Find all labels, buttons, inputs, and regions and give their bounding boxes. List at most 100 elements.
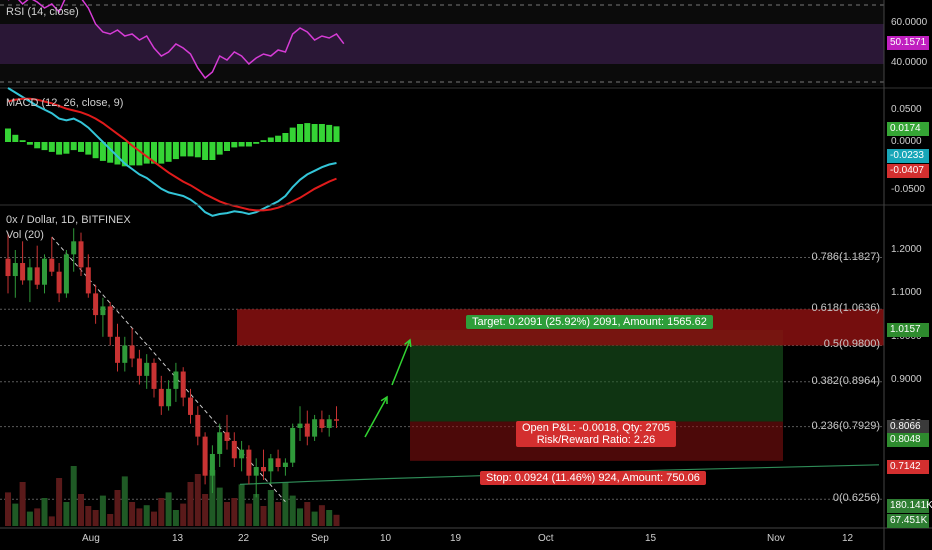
macd-tick: 0.0000 bbox=[891, 136, 922, 147]
signal-value-tag: -0.0407 bbox=[887, 164, 929, 178]
candle-body bbox=[49, 258, 55, 272]
candle-body bbox=[93, 293, 99, 316]
candle-body bbox=[78, 241, 84, 268]
volume-bar bbox=[311, 511, 318, 526]
volume-bar bbox=[92, 510, 99, 526]
candle-body bbox=[27, 267, 33, 281]
pnl-label: Open P&L: -0.0018, Qty: 2705 Risk/Reward… bbox=[516, 421, 676, 447]
macd-pane bbox=[5, 87, 340, 217]
histogram-bar bbox=[12, 134, 19, 142]
volume-bar bbox=[275, 502, 282, 526]
volume-bars bbox=[5, 466, 340, 526]
histogram-bar bbox=[209, 142, 216, 160]
histogram-bar bbox=[143, 142, 150, 164]
candle-body bbox=[268, 458, 274, 472]
candle-body bbox=[34, 267, 40, 285]
candle-body bbox=[224, 432, 230, 441]
price-tick: 1.1000 bbox=[891, 287, 922, 299]
price-tag: 0.7142 bbox=[887, 460, 929, 474]
candle-body bbox=[56, 271, 62, 294]
volume-bar bbox=[326, 510, 333, 526]
histogram-bar bbox=[282, 133, 289, 142]
volume-bar bbox=[209, 470, 216, 526]
histogram-bar bbox=[41, 142, 48, 151]
histogram-bar bbox=[85, 142, 92, 155]
price-tag: 0.8066 bbox=[887, 420, 929, 434]
volume-bar bbox=[99, 495, 106, 526]
candle-body bbox=[115, 336, 120, 363]
histogram-bar bbox=[224, 142, 230, 151]
time-tick: Oct bbox=[538, 533, 554, 544]
candle-body bbox=[122, 345, 128, 363]
histogram-bar bbox=[99, 142, 106, 161]
histogram-bar bbox=[311, 124, 318, 142]
volume-bar bbox=[180, 503, 187, 526]
volume-bar bbox=[289, 495, 296, 526]
volume-bar bbox=[267, 490, 274, 526]
volume-bar bbox=[107, 514, 114, 526]
candle-body bbox=[107, 306, 113, 337]
volume-bar bbox=[19, 482, 26, 526]
candle-body bbox=[217, 432, 223, 454]
histogram-bar bbox=[48, 142, 55, 152]
rsi-value-tag: 50.1571 bbox=[887, 36, 929, 50]
candle-body bbox=[151, 362, 157, 389]
candle-body bbox=[202, 436, 208, 476]
candle-body bbox=[304, 423, 310, 437]
histogram-bar bbox=[107, 142, 114, 163]
candle-body bbox=[188, 397, 193, 415]
target-label: Target: 0.2091 (25.92%) 2091, Amount: 15… bbox=[466, 315, 713, 329]
candle-body bbox=[297, 423, 303, 428]
histogram-bar bbox=[63, 142, 70, 154]
time-tick: 22 bbox=[238, 533, 250, 544]
price-tick: 1.2000 bbox=[891, 244, 922, 255]
volume-bar bbox=[333, 514, 340, 526]
candle-body bbox=[42, 258, 47, 285]
candle-body bbox=[173, 371, 179, 389]
histogram-bar bbox=[326, 124, 333, 142]
rsi-tick: 40.0000 bbox=[891, 57, 928, 68]
price-title: 0x / Dollar, 1D, BITFINEX bbox=[6, 214, 131, 226]
candle-body bbox=[12, 263, 18, 277]
arrow-head bbox=[380, 395, 388, 405]
rsi-band bbox=[0, 24, 884, 64]
histogram-bar bbox=[216, 142, 223, 155]
histogram-bar bbox=[26, 142, 33, 145]
histogram-bar bbox=[34, 142, 41, 149]
histogram-bar bbox=[318, 124, 325, 142]
histogram-bar bbox=[245, 142, 252, 147]
histogram-bar bbox=[172, 142, 179, 160]
volume-bar bbox=[85, 506, 92, 526]
candle-body bbox=[282, 462, 288, 467]
candle-body bbox=[261, 467, 266, 472]
time-tick: 10 bbox=[380, 533, 392, 544]
volume-bar bbox=[48, 516, 55, 526]
volume-bar bbox=[297, 508, 303, 526]
volume-bar bbox=[121, 476, 128, 526]
histogram-bar bbox=[92, 142, 99, 159]
histogram-bar bbox=[194, 142, 201, 158]
rsi-tick: 60.0000 bbox=[891, 17, 928, 28]
time-tick: Sep bbox=[311, 533, 329, 544]
volume-bar bbox=[63, 502, 70, 526]
volume-bar bbox=[187, 482, 194, 526]
histogram-bar bbox=[5, 128, 11, 142]
candle-body bbox=[63, 254, 69, 294]
histogram-bar bbox=[202, 142, 209, 160]
price-tick: 0.9000 bbox=[891, 374, 922, 386]
histogram-bar bbox=[333, 126, 340, 142]
time-tick: Aug bbox=[82, 533, 100, 544]
histogram-bar bbox=[304, 123, 311, 142]
volume-bar bbox=[129, 502, 136, 526]
candle-body bbox=[312, 419, 318, 437]
candle-body bbox=[129, 345, 135, 359]
candles bbox=[5, 228, 339, 498]
risk-reward-text: Risk/Reward Ratio: 2.26 bbox=[536, 434, 656, 446]
histogram-bar bbox=[19, 140, 26, 142]
histogram-bar bbox=[289, 127, 296, 142]
volume-bar bbox=[245, 503, 252, 526]
rsi-title: RSI (14, close) bbox=[6, 6, 79, 18]
fib-level-label: 0.236(0.7929) bbox=[811, 419, 881, 432]
fib-level-label: 0.618(1.0636) bbox=[811, 302, 881, 315]
candle-body bbox=[334, 419, 339, 421]
